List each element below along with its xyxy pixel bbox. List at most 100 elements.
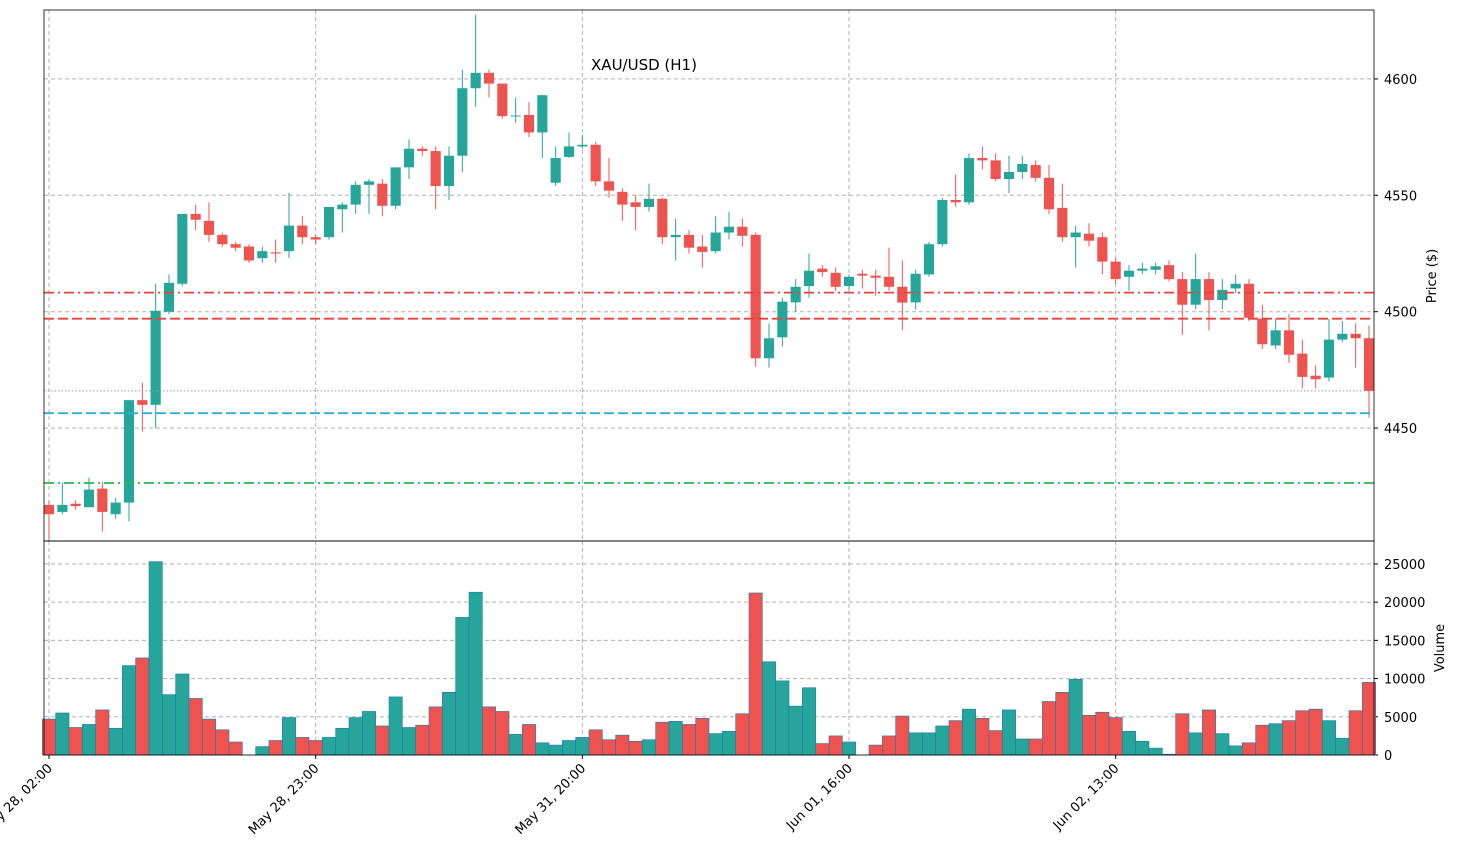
volume-bar <box>1308 708 1323 756</box>
y2-axis-label: Volume <box>1433 624 1448 672</box>
volume-bar <box>188 698 203 756</box>
candle-body <box>297 225 308 238</box>
y2-tick-label: 15000 <box>1384 634 1425 649</box>
volume-bar <box>668 721 683 756</box>
candle-body <box>777 301 788 338</box>
candle-body <box>203 220 215 235</box>
volume-bar <box>682 724 696 756</box>
candle-body <box>230 244 241 248</box>
volume-bar <box>1282 720 1296 756</box>
candle-body <box>723 226 735 233</box>
candle-body <box>550 158 561 183</box>
candle-body <box>963 158 975 203</box>
volume-bar <box>1042 701 1056 756</box>
volume-bar <box>495 711 510 756</box>
candle-body <box>1323 339 1335 378</box>
candle-body <box>70 503 81 507</box>
candle-body <box>817 268 828 273</box>
volume-bar <box>202 718 216 756</box>
candle-body <box>243 246 255 261</box>
volume-bar <box>282 717 296 756</box>
volume-bar <box>868 744 883 756</box>
candle-body <box>1177 279 1188 305</box>
y-tick-label: 4500 <box>1384 306 1417 321</box>
volume-bar <box>335 727 350 756</box>
volume-bar <box>802 687 816 756</box>
candle-body <box>510 115 521 117</box>
candle-body <box>350 184 361 205</box>
candle-body <box>590 144 601 182</box>
volume-bar <box>162 694 176 756</box>
candle-body <box>870 275 881 278</box>
volume-bar <box>1295 710 1310 756</box>
candle-body <box>97 488 108 512</box>
candle-body <box>1270 330 1281 346</box>
volume-bar <box>375 725 390 756</box>
volume-bar <box>588 729 603 756</box>
candle-body <box>950 199 961 203</box>
volume-bar <box>1068 679 1083 756</box>
volume-bar <box>255 746 270 756</box>
volume-bar <box>1215 733 1230 756</box>
volume-bar <box>322 737 336 756</box>
candle-body <box>43 504 55 515</box>
candle-body <box>803 270 815 287</box>
candle-body <box>910 273 921 303</box>
volume-bar <box>295 737 310 756</box>
volume-bar <box>842 741 856 756</box>
volume-bar <box>135 657 150 756</box>
candle-body <box>270 252 281 254</box>
y2-tick-label: 10000 <box>1384 673 1425 688</box>
volume-bar <box>482 706 496 756</box>
candle-body <box>457 88 468 156</box>
candle-body <box>977 158 988 161</box>
volume-bar <box>402 727 416 756</box>
volume-bar <box>175 673 190 756</box>
candle-body <box>630 202 641 207</box>
volume-bar <box>148 561 163 756</box>
volume-bar <box>615 734 630 756</box>
volume-bar <box>1322 720 1336 756</box>
volume-bar <box>55 712 70 756</box>
candle-body <box>1150 266 1161 270</box>
volume-bar <box>1348 710 1363 756</box>
volume-bar <box>508 734 523 756</box>
x-tick-label: May 28, 02:00 <box>0 761 56 838</box>
candle-body <box>577 144 588 147</box>
candle-body <box>883 276 895 287</box>
volume-bar <box>455 617 470 756</box>
candle-body <box>830 272 841 287</box>
volume-bar <box>1095 711 1110 756</box>
candle-body <box>603 181 615 191</box>
volume-bar <box>788 705 803 756</box>
volume-bar <box>628 740 643 756</box>
candle-body <box>1057 207 1068 238</box>
candle-body <box>683 234 695 248</box>
x-tick-label: May 28, 23:00 <box>246 761 323 838</box>
candle-body <box>443 155 455 186</box>
volume-bar <box>1108 717 1123 756</box>
candle-body <box>497 83 508 117</box>
candle-body <box>790 286 801 303</box>
volume-bar <box>575 737 590 756</box>
volume-bar <box>95 709 110 756</box>
candle-body <box>1137 268 1148 271</box>
volume-bar <box>442 692 456 756</box>
candle-body <box>163 282 175 312</box>
volume-bar <box>1228 745 1243 756</box>
volume-bar <box>1188 732 1203 756</box>
candle-body <box>537 95 548 133</box>
volume-bar <box>642 739 656 756</box>
volume-bar <box>948 720 963 756</box>
candle-body <box>1217 289 1228 301</box>
candle-body <box>1123 270 1135 277</box>
candle-body <box>377 183 388 206</box>
volume-bar <box>735 713 750 756</box>
volume-frame <box>43 540 1375 756</box>
candle-body <box>323 206 335 238</box>
candle-body <box>310 237 321 240</box>
candle-body <box>177 213 188 284</box>
candle-body <box>1083 233 1095 241</box>
volume-bar <box>215 729 230 756</box>
candle-body <box>923 244 935 275</box>
